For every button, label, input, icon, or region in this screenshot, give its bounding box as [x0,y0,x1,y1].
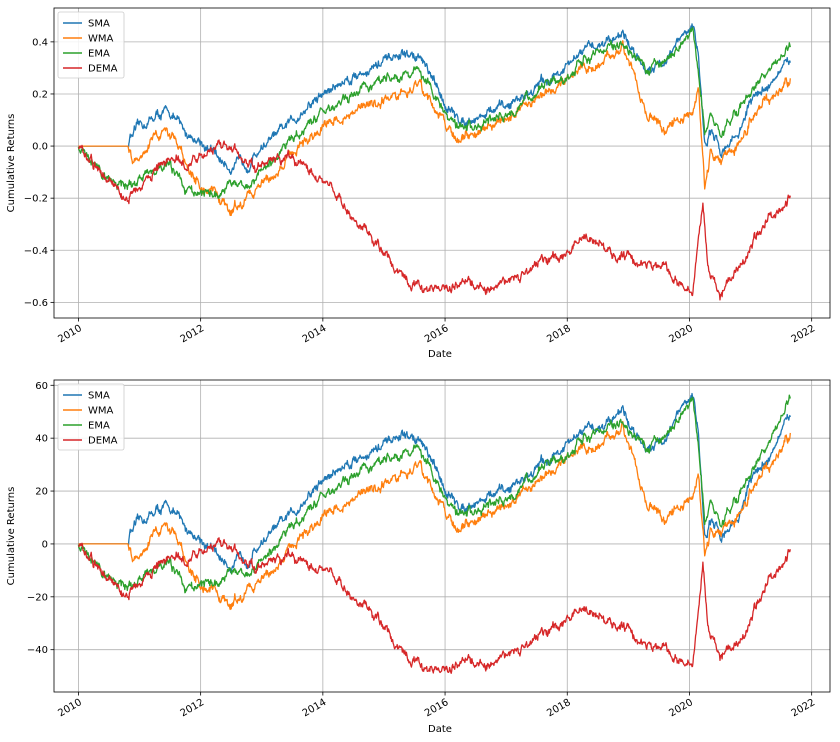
legend: SMA WMA EMA DEMA [57,11,125,79]
series-line-ema [77,26,791,199]
series-line-wma [78,420,791,611]
series-line-dema [78,139,791,301]
legend-label-wma: WMA [88,406,114,417]
plot-frame [53,7,831,319]
legend-label-wma: WMA [88,34,114,45]
y-tick-label: 60 [35,381,48,392]
y-tick-label: −40 [27,645,48,656]
x-axis-label: Date [428,349,452,360]
legend-label-ema: EMA [88,49,110,60]
y-axis-label: Cumulative Returns [6,114,17,213]
legend: SMA WMA EMA DEMA [57,383,125,451]
legend-label-ema: EMA [88,421,110,432]
y-tick-label: −0.6 [24,298,48,309]
series-line-ema [77,394,791,594]
series-line-wma [78,40,791,217]
series-line-sma [78,23,791,176]
x-axis-label: Date [428,724,452,735]
legend-box [57,11,125,79]
series-group [77,392,791,674]
y-tick-label: −0.2 [24,194,48,205]
y-tick-label: −20 [27,592,48,603]
y-axis-label: Cumulative Returns [6,487,17,586]
series-group [77,23,791,301]
y-tick-label: 0 [42,539,48,550]
series-line-dema [78,537,791,674]
legend-label-dema: DEMA [88,436,118,447]
legend-label-sma: SMA [88,19,110,30]
y-tick-label: 0.4 [32,37,48,48]
legend-label-dema: DEMA [88,64,118,75]
legend-label-sma: SMA [88,391,110,402]
legend-box [57,383,125,451]
y-tick-label: 0.2 [32,89,48,100]
y-tick-label: −0.4 [24,246,48,257]
y-tick-label: 0.0 [32,142,48,153]
y-tick-label: 40 [35,434,48,445]
y-tick-label: 20 [35,487,48,498]
plot-frame [53,379,831,693]
